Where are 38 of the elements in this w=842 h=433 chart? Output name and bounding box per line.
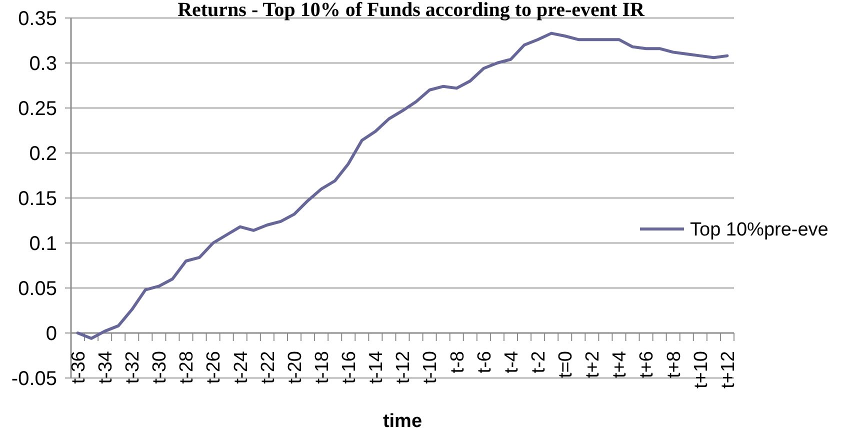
x-tick-label: t-20	[284, 351, 306, 384]
line-series	[76, 32, 729, 340]
x-tick-label: t-8	[447, 351, 468, 374]
x-tick-label: t-14	[366, 350, 388, 384]
x-tick-label: t-30	[150, 351, 171, 384]
y-tick-label: 0.25	[18, 98, 57, 120]
x-tick-label: t+4	[610, 350, 631, 378]
x-tick-label: t-22	[258, 351, 279, 384]
x-tick-label: t-28	[176, 351, 198, 384]
y-tick-label: 0.35	[18, 8, 57, 30]
y-tick-label: 0.15	[18, 188, 57, 210]
x-tick-label: t+10	[690, 351, 712, 389]
legend-label: Top 10%pre-eve	[690, 220, 828, 241]
x-tick-label: t-10	[420, 351, 442, 384]
x-tick-label: t+2	[582, 351, 604, 378]
y-tick-label: -0.05	[11, 368, 57, 390]
y-tick-label: 0.1	[29, 233, 57, 255]
x-tick-label: t-16	[339, 351, 360, 384]
x-tick-label: t+8	[664, 351, 685, 378]
x-tick-label: t-12	[393, 351, 414, 384]
x-tick-label: t-4	[501, 350, 522, 374]
x-tick-label: t-34	[95, 350, 116, 384]
x-tick-label: t-36	[68, 351, 90, 384]
x-tick-label: t-2	[528, 351, 550, 374]
x-tick-label: t+12	[718, 351, 739, 389]
x-tick-label: t+6	[636, 351, 658, 378]
x-tick-label: t-24	[230, 350, 252, 384]
y-tick-label: 0	[46, 323, 57, 345]
x-tick-label: t-32	[122, 351, 144, 384]
x-tick-label: t-26	[204, 351, 225, 384]
y-tick-label: 0.2	[29, 143, 57, 165]
y-tick-label: 0.05	[18, 278, 57, 300]
x-tick-label: t-6	[474, 351, 496, 374]
x-tick-label: t-18	[312, 351, 333, 384]
x-axis-title: time	[382, 411, 422, 432]
y-tick-label: 0.3	[29, 53, 57, 75]
chart-title: Returns - Top 10% of Funds according to pre-event IR	[178, 0, 645, 21]
x-tick-label: t=0	[556, 351, 577, 378]
